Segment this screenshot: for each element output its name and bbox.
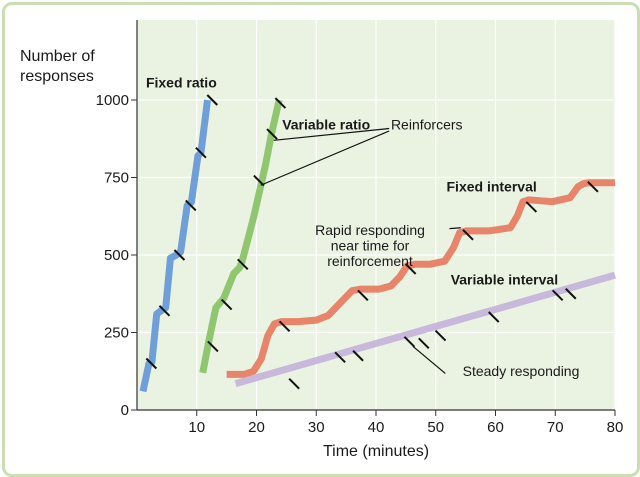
y-tick-label: 1000: [96, 92, 129, 109]
x-tick-label: 10: [188, 419, 205, 436]
reinforcer-mark: [565, 288, 577, 300]
variable-interval-line: [234, 271, 616, 388]
reinforcer-mark: [195, 146, 207, 159]
x-tick-label: 40: [368, 419, 385, 436]
leader-line: [449, 227, 461, 230]
annotation-label: Variable ratio: [282, 116, 370, 132]
annotation-label: near time for: [331, 237, 410, 253]
leader-line: [260, 130, 390, 186]
reinforcer-mark: [288, 377, 300, 390]
annotation-label: reinforcement: [327, 253, 413, 269]
reinforcer-mark: [403, 336, 416, 348]
reinforcer-mark: [220, 298, 233, 311]
leader-lines: [260, 127, 461, 374]
reinforcer-mark: [237, 258, 249, 271]
reinforcer-mark: [525, 201, 538, 213]
fixed-interval-line: [226, 179, 615, 378]
reinforcer-mark: [551, 289, 564, 302]
x-tick-label: 60: [487, 419, 504, 436]
y-tick-label: 0: [121, 402, 129, 419]
leader-line: [273, 127, 390, 141]
x-axis-label: Time (minutes): [323, 443, 429, 460]
reinforcer-mark: [158, 305, 171, 317]
reinforcer-mark: [145, 357, 158, 370]
reinforcer-mark: [357, 289, 369, 302]
reinforcer-mark: [266, 128, 278, 140]
reinforcer-mark: [352, 350, 364, 362]
tick-labels: 10 20 30 40 50 60 70 80 0 250 500 750 1000: [96, 92, 624, 436]
reinforcer-mark: [488, 311, 500, 323]
x-tick-label: 50: [427, 419, 444, 436]
reinforcer-mark: [587, 181, 599, 193]
reinforcer-mark: [278, 320, 291, 333]
reinforcer-mark: [434, 329, 447, 342]
reinforcer-mark: [334, 351, 346, 364]
annotation-label: Reinforcers: [391, 116, 463, 132]
reinforcer-marks: [145, 94, 599, 390]
reinforcer-mark: [206, 94, 218, 106]
leader-line: [412, 345, 446, 374]
y-tick-label: 500: [104, 247, 129, 264]
series-lines: [139, 99, 616, 393]
annotation-label: Steady responding: [463, 363, 580, 379]
annotations: Fixed ratio Variable ratio Reinforcers Fixe…: [146, 75, 579, 379]
reinforcer-mark: [185, 199, 197, 212]
y-tick-label: 250: [104, 325, 129, 342]
fixed-ratio-line: [139, 99, 211, 393]
x-tick-label: 30: [308, 419, 325, 436]
reinforcer-mark: [462, 229, 474, 241]
reinforcer-mark: [253, 174, 265, 187]
y-axis-label: Number of responses: [20, 48, 95, 85]
annotation-label: Fixed interval: [447, 178, 537, 194]
reinforcer-mark: [418, 337, 430, 350]
reinforcer-mark: [404, 263, 417, 275]
x-tick-label: 80: [607, 419, 624, 436]
y-tick-label: 750: [104, 170, 129, 187]
annotation-label: Variable interval: [451, 271, 558, 287]
reinforcer-mark: [207, 340, 219, 353]
annotation-label: Fixed ratio: [146, 75, 217, 91]
x-tick-label: 20: [248, 419, 265, 436]
x-tick-label: 70: [547, 419, 564, 436]
reinforcer-mark: [173, 249, 186, 261]
annotation-label: Rapid responding: [315, 222, 425, 238]
reinforcer-mark: [274, 97, 287, 109]
variable-ratio-line: [199, 99, 283, 374]
axes: [131, 20, 616, 416]
